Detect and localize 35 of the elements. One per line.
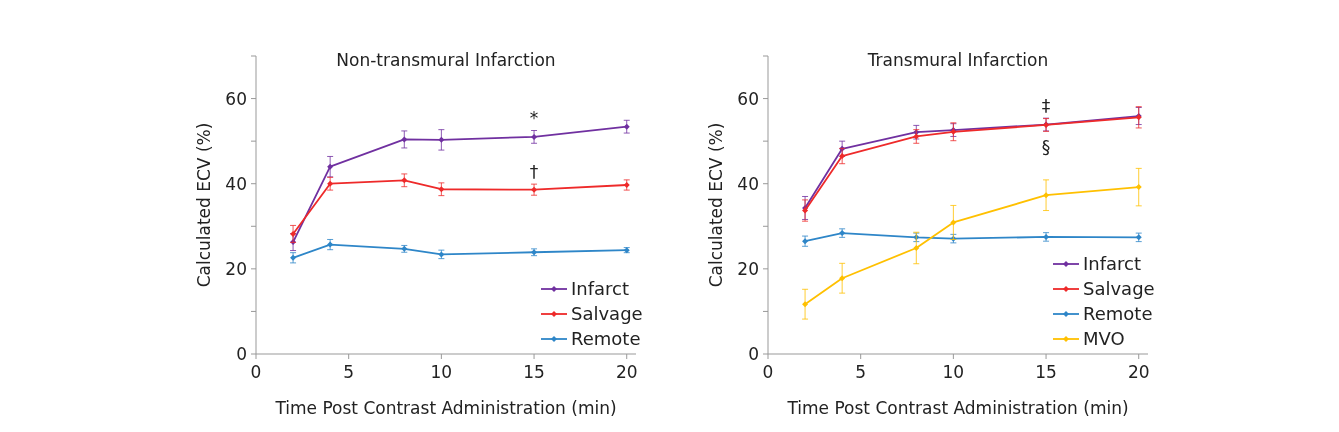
x-tick-label: 5 <box>343 362 355 382</box>
y-tick-label: 60 <box>737 88 759 109</box>
legend-label: MVO <box>1083 328 1125 350</box>
x-tick-label: 20 <box>615 362 638 382</box>
legend-label: Remote <box>571 328 641 350</box>
y-tick-label: 60 <box>225 88 247 109</box>
legend-label: Salvage <box>571 303 643 325</box>
x-tick-label: 10 <box>942 362 965 382</box>
y-tick-label: 40 <box>225 173 247 194</box>
legend-label: Infarct <box>1083 253 1142 275</box>
y-tick-label: 0 <box>748 343 759 364</box>
y-tick-label: 0 <box>236 343 247 364</box>
annotation: ‡ <box>1041 96 1051 117</box>
annotation: † <box>529 162 539 183</box>
x-tick-label: 0 <box>250 362 262 382</box>
x-tick-label: 10 <box>430 362 453 382</box>
x-axis-title: Time Post Contrast Administration (min) <box>274 398 617 418</box>
y-tick-label: 20 <box>737 258 759 279</box>
legend-label: Remote <box>1083 303 1153 325</box>
y-axis-title: Calculated ECV (%) <box>706 122 726 288</box>
y-tick-label: 20 <box>225 258 247 279</box>
x-tick-label: 15 <box>1035 362 1057 382</box>
y-axis-title: Calculated ECV (%) <box>194 122 214 288</box>
x-tick-label: 20 <box>1127 362 1150 382</box>
y-tick-label: 40 <box>737 173 759 194</box>
annotation: § <box>1041 137 1051 158</box>
legend-label: Infarct <box>571 278 630 300</box>
x-tick-label: 15 <box>523 362 545 382</box>
x-tick-label: 5 <box>855 362 867 382</box>
x-axis-title: Time Post Contrast Administration (min) <box>786 398 1129 418</box>
annotation: * <box>529 108 539 129</box>
x-tick-label: 0 <box>762 362 774 382</box>
legend-label: Salvage <box>1083 278 1155 300</box>
chart-title: Transmural Infarction <box>866 50 1049 70</box>
chart-title: Non-transmural Infarction <box>336 50 556 70</box>
